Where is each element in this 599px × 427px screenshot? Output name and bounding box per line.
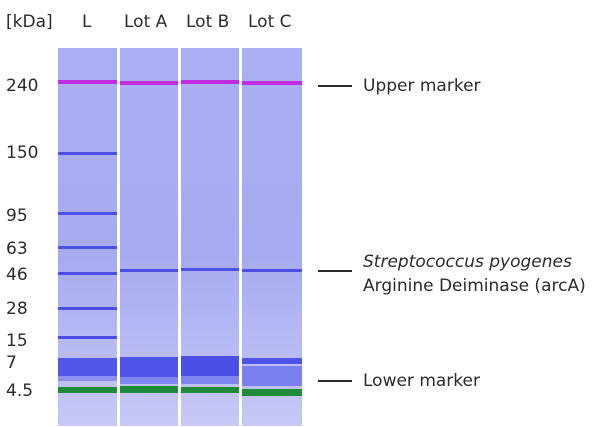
lane-label-lot-b: Lot B xyxy=(186,12,230,32)
lot-c-arca-band xyxy=(242,269,302,272)
ladder-band-46 xyxy=(58,272,117,275)
lot-c-lower-marker-band xyxy=(242,389,302,396)
arca-line xyxy=(318,270,352,272)
ladder-band-28 xyxy=(58,307,117,310)
upper-marker-line xyxy=(318,85,352,87)
mw-label-15: 15 xyxy=(6,331,28,351)
lot-a-upper-marker-band xyxy=(120,81,178,85)
lot-c-upper-marker-band xyxy=(242,81,302,85)
mw-label-150: 150 xyxy=(6,143,39,163)
lot-b-low-smear xyxy=(181,376,239,384)
mw-label-7: 7 xyxy=(6,353,17,373)
lot-c-low-smear xyxy=(242,366,302,386)
lane-label-lot-c: Lot C xyxy=(248,12,292,32)
lot-b-arca-band xyxy=(181,268,239,271)
lane-label-ladder: L xyxy=(82,12,92,32)
units-label: [kDa] xyxy=(6,12,53,32)
lot-b-upper-marker-band xyxy=(181,80,239,84)
ladder-band-150 xyxy=(58,152,117,155)
upper-marker-label: Upper marker xyxy=(363,76,481,96)
lot-a-low-smear xyxy=(120,377,178,384)
mw-label-63: 63 xyxy=(6,239,28,259)
lane-lot-b xyxy=(181,48,239,426)
lot-a-lower-marker-band xyxy=(120,386,178,393)
ladder-band-15 xyxy=(58,336,117,339)
lot-c-low-band xyxy=(242,358,302,364)
arca-name-label: Arginine Deiminase (arcA) xyxy=(363,276,586,296)
lot-a-arca-band xyxy=(120,269,178,272)
mw-label-95: 95 xyxy=(6,206,28,226)
lot-b-low-band xyxy=(181,356,239,376)
ladder-lower-marker-band xyxy=(58,387,117,393)
lane-lot-a xyxy=(120,48,178,426)
ladder-band-95 xyxy=(58,212,117,215)
lower-marker-line xyxy=(318,380,352,382)
ladder-band-63 xyxy=(58,246,117,249)
arca-species-label: Streptococcus pyogenes xyxy=(363,252,572,272)
mw-label-28: 28 xyxy=(6,299,28,319)
mw-label-4-5: 4.5 xyxy=(6,381,34,401)
lower-marker-label: Lower marker xyxy=(363,371,480,391)
ladder-band-7 xyxy=(58,358,117,376)
lot-a-low-band xyxy=(120,357,178,377)
ladder-upper-marker-band xyxy=(58,80,117,84)
mw-label-240: 240 xyxy=(6,76,39,96)
lot-b-lower-marker-band xyxy=(181,387,239,393)
ladder-band-smear xyxy=(58,376,117,381)
lane-lot-c xyxy=(242,48,302,426)
lane-ladder xyxy=(58,48,117,426)
mw-label-46: 46 xyxy=(6,265,28,285)
lane-label-lot-a: Lot A xyxy=(124,12,168,32)
